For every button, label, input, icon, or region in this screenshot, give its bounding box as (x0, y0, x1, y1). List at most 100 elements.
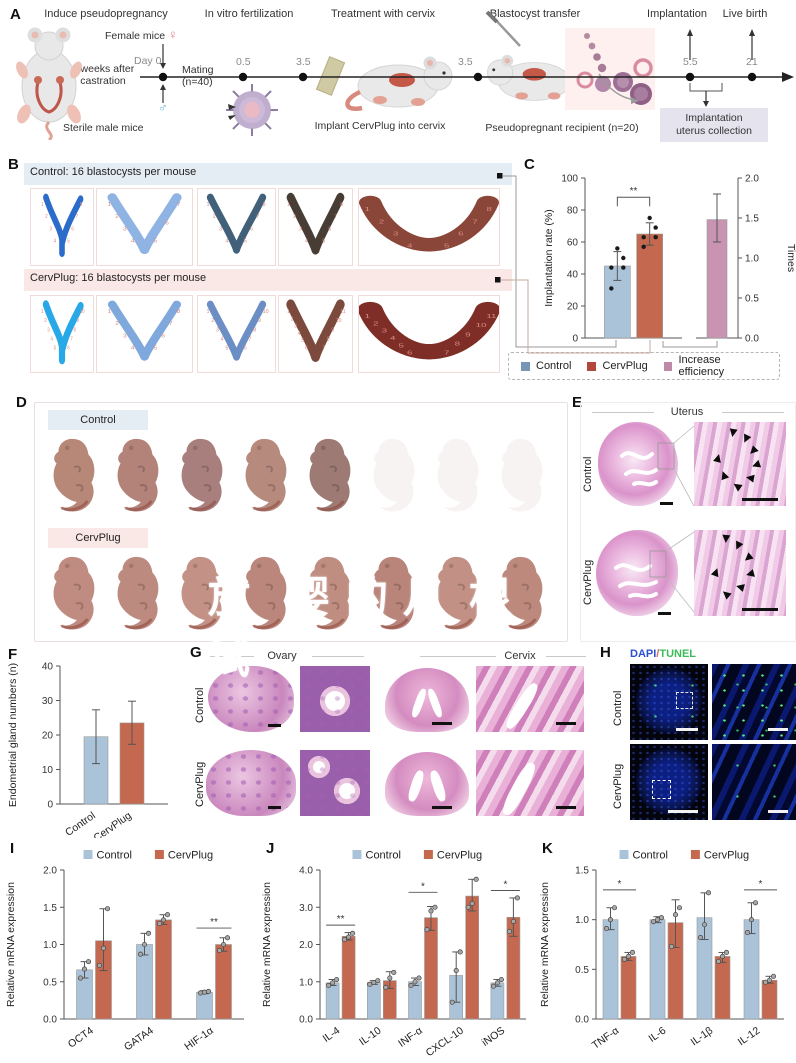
resorbed-pup-image (501, 438, 543, 512)
arrowhead-icon (731, 480, 743, 493)
data-point (387, 975, 393, 981)
svg-text:0.0: 0.0 (299, 1015, 313, 1026)
svg-text:40: 40 (567, 270, 579, 281)
data-point (104, 906, 111, 912)
svg-text:4: 4 (225, 238, 228, 244)
control-group-header: Control: 16 blastocysts per mouse (24, 163, 512, 185)
svg-text:80: 80 (567, 206, 579, 217)
svg-text:5: 5 (153, 238, 157, 245)
data-point (615, 246, 620, 251)
significance-label: * (618, 879, 622, 890)
data-point (621, 956, 628, 962)
svg-text:9: 9 (465, 331, 471, 338)
svg-text:8: 8 (253, 327, 256, 333)
arrowhead-icon (711, 566, 722, 577)
tick-21: 21 (746, 56, 758, 68)
svg-text:1.5: 1.5 (43, 903, 57, 914)
svg-text:6: 6 (165, 220, 169, 227)
female-mice-label: Female mice ♀ (105, 27, 178, 42)
y-axis-label: Times (785, 244, 796, 272)
svg-text:3: 3 (382, 328, 388, 335)
data-point (375, 978, 381, 984)
arrowhead-icon (721, 534, 730, 544)
panel-d-frame (34, 402, 568, 642)
svg-text:7: 7 (444, 349, 450, 356)
svg-text:5: 5 (399, 342, 405, 349)
svg-text:4: 4 (131, 345, 135, 352)
arrowhead-icon (742, 552, 754, 564)
uterus-title: Uterus (670, 406, 704, 418)
arrowhead-icon (747, 445, 759, 457)
data-point (216, 947, 223, 954)
stage-transfer: Blastocyst transfer (489, 8, 581, 20)
legend-label: Control (366, 850, 401, 862)
data-point (330, 980, 336, 986)
svg-text:7: 7 (472, 218, 478, 225)
mrna-expression-chart-k: 0.0 0.5 1.0 1.5 Relative mRNA expression TNF-… (539, 850, 784, 1052)
g-cervplug-label: CervPlug (194, 761, 206, 807)
data-point (85, 959, 92, 965)
data-point (490, 983, 496, 989)
bar (636, 233, 663, 339)
stage-live-birth: Live birth (722, 8, 768, 20)
stage-ivf: In vitro fertilization (204, 8, 294, 20)
svg-text:3: 3 (219, 226, 222, 232)
svg-text:4: 4 (305, 238, 308, 244)
mrna-chart-k: 0.0 0.5 1.0 1.5 Relative mRNA expression TNF-… (536, 842, 794, 1063)
legend-label: Control (633, 850, 668, 862)
svg-text:5: 5 (322, 238, 325, 244)
svg-text:2: 2 (213, 214, 216, 220)
timeline-arrowhead (782, 72, 794, 82)
svg-text:2: 2 (373, 320, 379, 327)
arrowhead-icon (728, 428, 738, 438)
svg-text:5: 5 (301, 338, 304, 344)
data-point (510, 918, 516, 924)
svg-text:9: 9 (77, 318, 80, 325)
svg-text:10: 10 (476, 322, 487, 329)
data-point (498, 976, 504, 983)
svg-text:3: 3 (123, 333, 127, 340)
data-point (752, 900, 759, 906)
cervix-title: Cervix (504, 650, 536, 662)
svg-text:0.0: 0.0 (43, 1015, 57, 1026)
svg-text:20: 20 (567, 302, 579, 313)
panel-c-legend: Control CervPlug Increase efficiency (508, 352, 780, 380)
implantation-rate-chart: 0 20 40 60 80 100 Implantation rate (%) ** (540, 156, 690, 361)
h-control-label: Control (612, 690, 624, 726)
bar (341, 936, 356, 1020)
svg-text:1: 1 (41, 201, 44, 208)
mrna-expression-chart-j: 0.0 1.0 2.0 3.0 4.0 Relative mRNA expression I… (261, 850, 526, 1059)
data-point (647, 215, 652, 221)
data-point (607, 917, 614, 923)
arrowhead-icon (719, 588, 732, 600)
legend-label: CervPlug (437, 850, 482, 862)
pup-image (53, 556, 95, 630)
svg-text:4: 4 (221, 336, 224, 342)
svg-text:1.0: 1.0 (299, 977, 313, 988)
data-point (672, 912, 679, 918)
svg-text:6: 6 (67, 345, 70, 352)
y-axis-label: Relative mRNA expression (261, 882, 273, 1007)
bar (155, 919, 172, 1020)
svg-text:4: 4 (54, 238, 57, 245)
pup-image (309, 438, 351, 512)
svg-text:2.0: 2.0 (43, 866, 57, 877)
uterus-image: 1 2 3 4 5 6 7 8 9 10 11 (358, 295, 500, 373)
resorbed-pup-image (373, 438, 415, 512)
data-point (705, 890, 712, 896)
svg-text:40: 40 (42, 662, 54, 673)
svg-text:6: 6 (244, 345, 247, 351)
data-point (416, 975, 422, 981)
pup-image (373, 556, 415, 630)
sterile-male-label: Sterile male mice (63, 122, 144, 134)
svg-text:11: 11 (340, 309, 345, 315)
pup-image (501, 556, 543, 630)
treatment-mouse-icon (345, 56, 453, 112)
svg-text:1: 1 (207, 202, 210, 208)
data-point (748, 917, 755, 923)
ovary-cervplug (206, 750, 296, 816)
arrowhead-icon (718, 469, 729, 480)
svg-text:3: 3 (299, 226, 302, 232)
